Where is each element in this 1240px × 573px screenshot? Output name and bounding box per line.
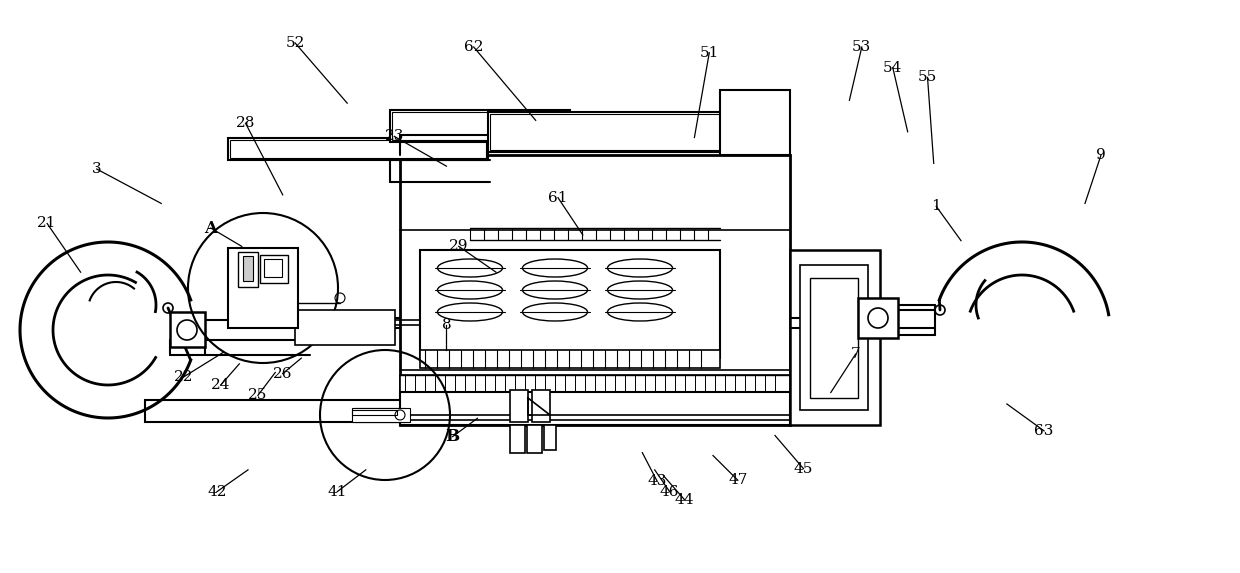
Bar: [228, 138, 489, 160]
Text: 22: 22: [174, 370, 193, 384]
Text: 51: 51: [699, 46, 719, 60]
Bar: [420, 250, 720, 358]
Text: 25: 25: [248, 388, 268, 402]
Text: 44: 44: [675, 493, 694, 507]
Text: 23: 23: [384, 129, 404, 143]
Bar: [243, 256, 253, 281]
Bar: [352, 410, 397, 415]
Bar: [810, 278, 858, 398]
Text: 1: 1: [931, 199, 941, 213]
Bar: [401, 392, 790, 425]
Bar: [510, 425, 525, 453]
Text: 3: 3: [92, 162, 102, 176]
Bar: [401, 155, 790, 425]
Bar: [401, 375, 790, 395]
Bar: [489, 112, 787, 152]
Bar: [228, 248, 298, 328]
Bar: [544, 425, 556, 450]
Text: 61: 61: [548, 191, 568, 205]
Text: 29: 29: [449, 240, 469, 253]
Bar: [260, 255, 288, 283]
Bar: [720, 90, 790, 112]
Bar: [238, 252, 258, 287]
Text: B: B: [445, 428, 460, 445]
Text: 53: 53: [852, 40, 872, 54]
Text: 41: 41: [327, 485, 347, 499]
Text: 28: 28: [236, 116, 255, 130]
Text: 26: 26: [273, 367, 293, 380]
Bar: [264, 259, 281, 277]
Bar: [800, 265, 868, 410]
Bar: [420, 350, 720, 368]
Text: 7: 7: [851, 347, 861, 361]
Bar: [858, 298, 898, 338]
Bar: [145, 400, 415, 422]
Text: 47: 47: [728, 473, 748, 487]
Text: A: A: [205, 219, 217, 237]
Bar: [532, 390, 551, 422]
Bar: [527, 425, 542, 453]
Text: 24: 24: [211, 378, 231, 392]
Text: 8: 8: [441, 319, 451, 332]
Text: 52: 52: [285, 36, 305, 50]
Bar: [229, 140, 486, 158]
Bar: [790, 250, 880, 425]
Text: 54: 54: [883, 61, 903, 74]
Bar: [720, 90, 790, 155]
Text: 21: 21: [37, 217, 57, 230]
Bar: [490, 114, 786, 150]
Bar: [352, 408, 410, 422]
Text: 63: 63: [1034, 424, 1054, 438]
Bar: [170, 312, 205, 347]
Text: 42: 42: [207, 485, 227, 499]
Bar: [295, 310, 396, 345]
Text: 55: 55: [918, 70, 937, 84]
Text: 62: 62: [464, 40, 484, 54]
Text: 43: 43: [647, 474, 667, 488]
Bar: [391, 110, 570, 142]
Bar: [392, 112, 568, 140]
Text: 46: 46: [660, 485, 680, 499]
Text: 45: 45: [794, 462, 813, 476]
Text: 9: 9: [1096, 148, 1106, 162]
Bar: [510, 390, 528, 422]
